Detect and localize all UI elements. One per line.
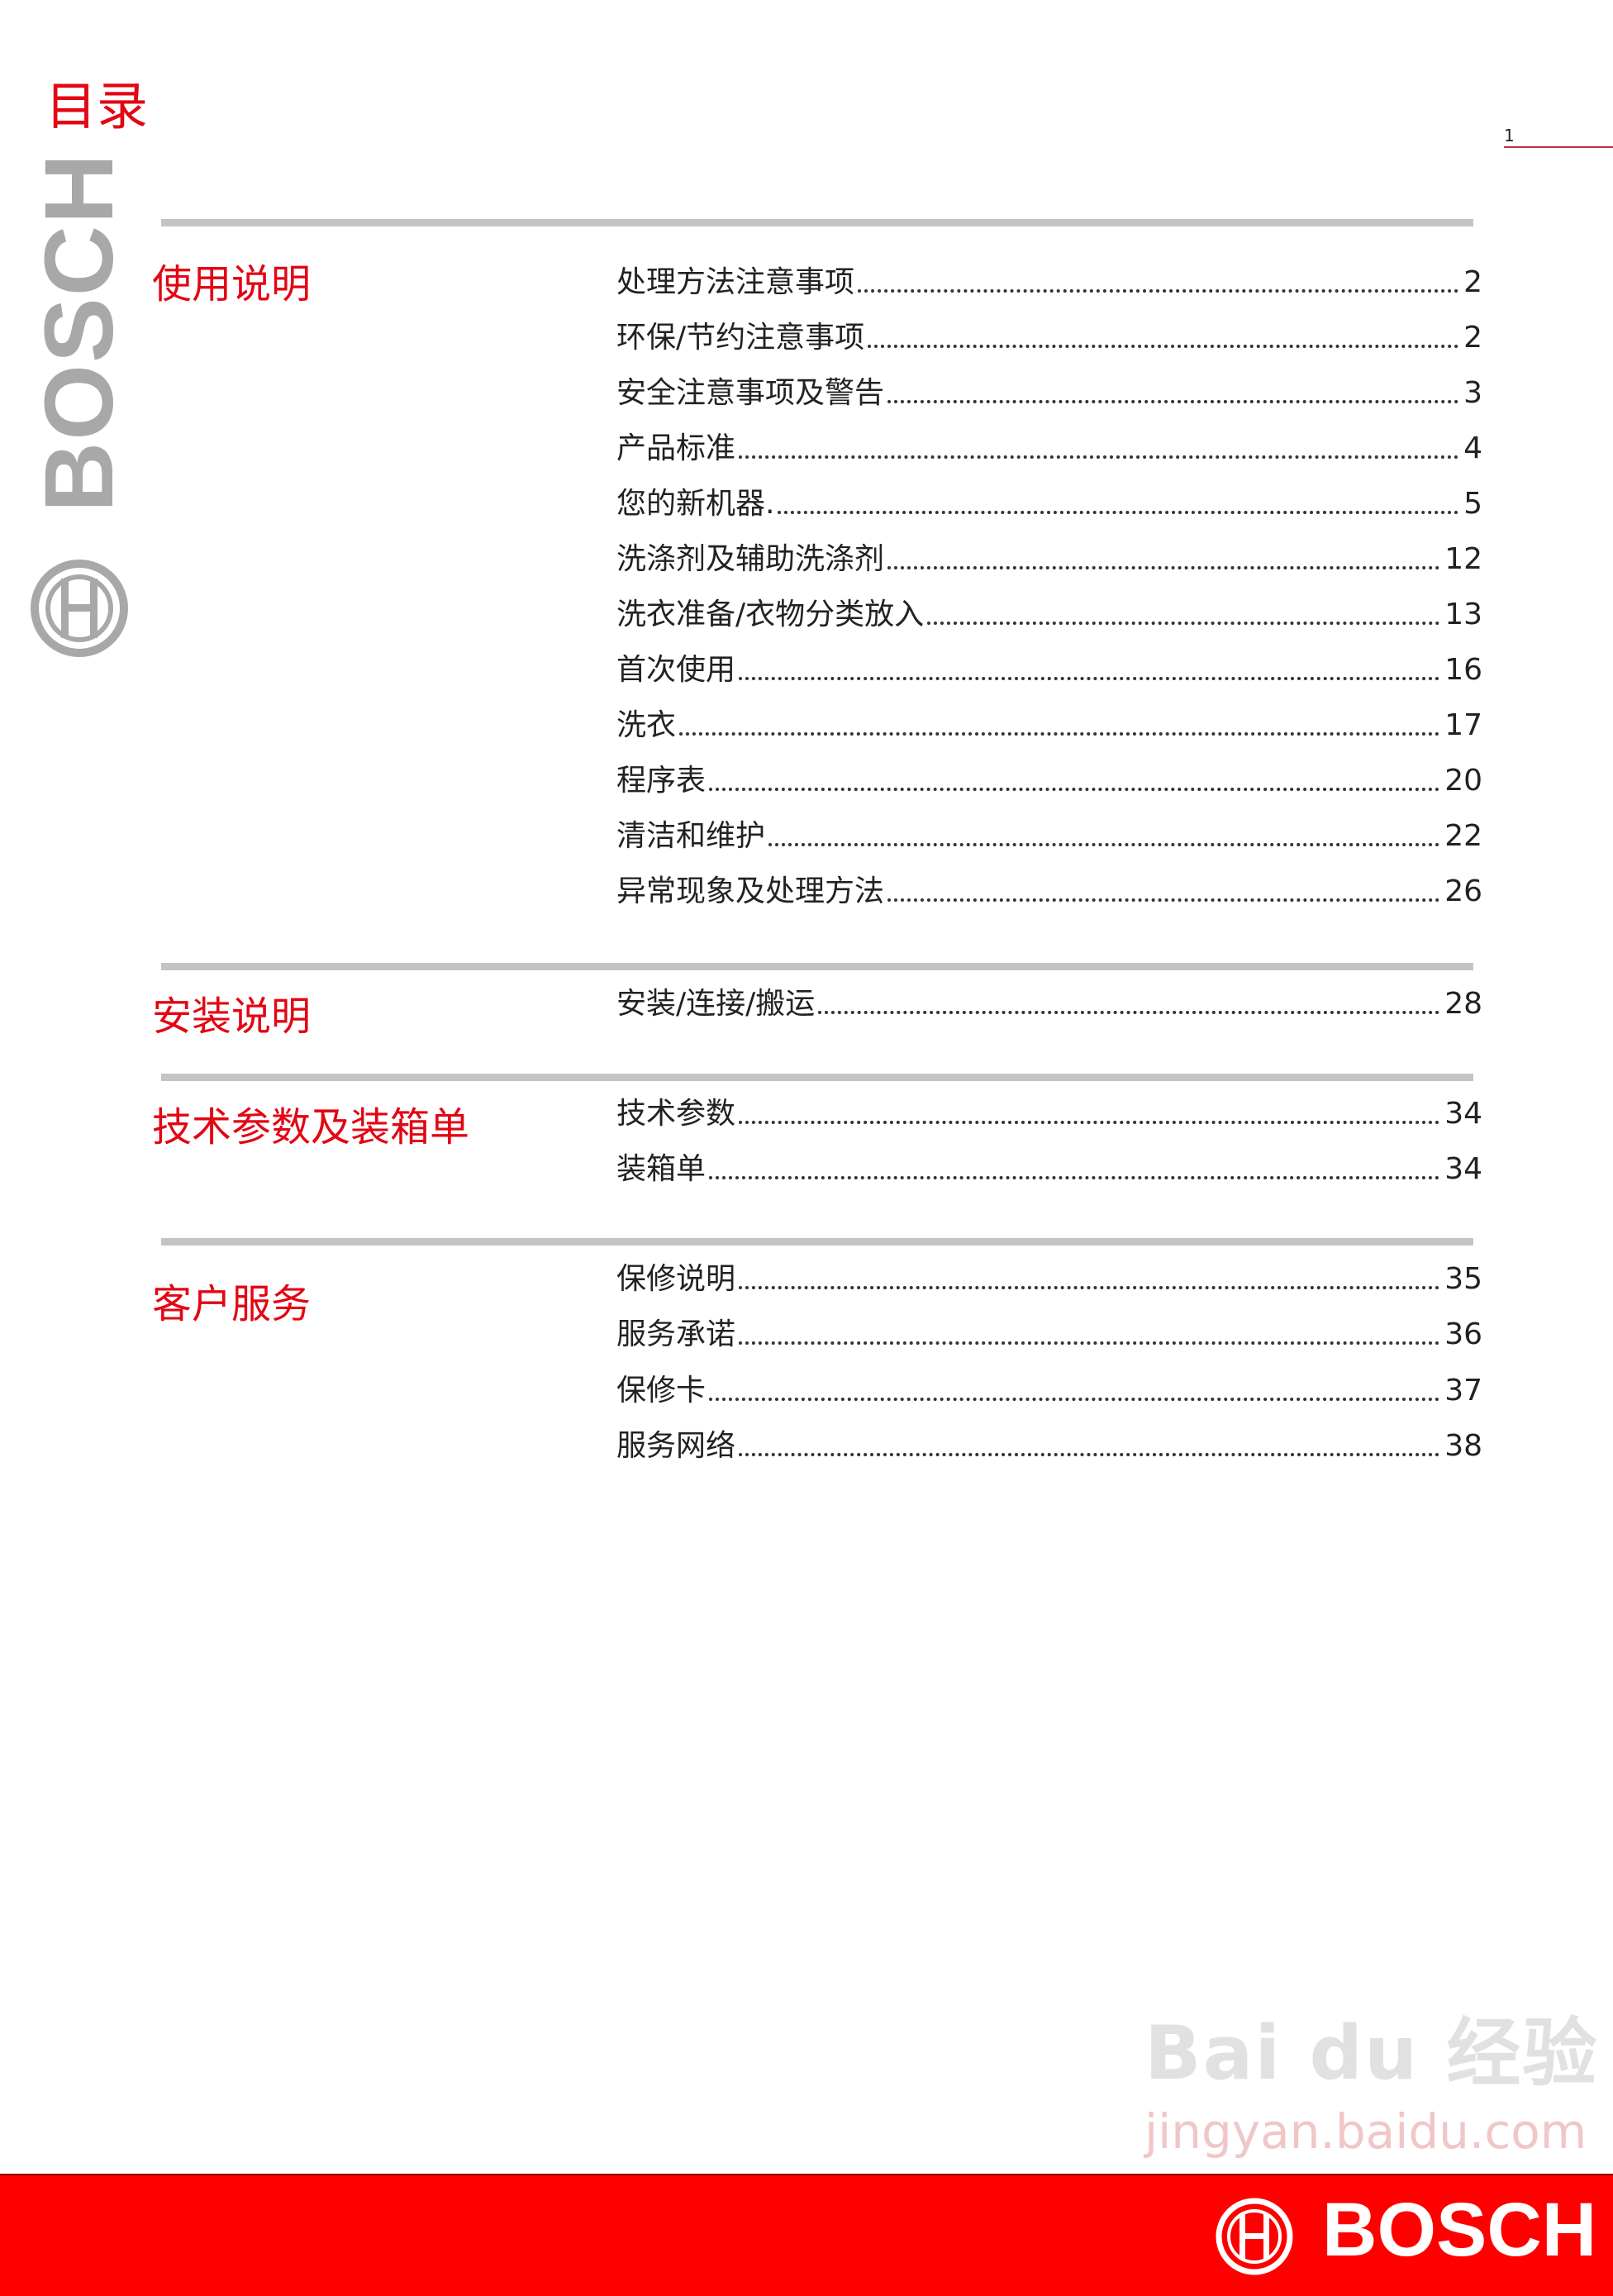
toc-entry-label: 处理方法注意事项	[616, 265, 855, 299]
toc-entry-page: 5	[1463, 487, 1482, 521]
toc-entry[interactable]: 洗涤剂及辅助洗涤剂 12	[616, 541, 1482, 574]
toc-entry[interactable]: 保修说明 35	[616, 1261, 1482, 1294]
section-heading-usage: 使用说明	[152, 261, 312, 307]
toc-entry-label: 保修说明	[616, 1262, 736, 1296]
toc-entry[interactable]: 服务承诺 36	[616, 1317, 1482, 1350]
toc-entry[interactable]: 您的新机器. 5	[616, 486, 1482, 519]
toc-entry-page: 16	[1444, 653, 1482, 687]
toc-entry[interactable]: 洗衣 17	[616, 707, 1482, 741]
baidu-watermark: Bai du 经验	[1144, 2010, 1599, 2097]
dot-leader	[858, 289, 1459, 293]
dot-leader	[927, 622, 1440, 625]
dot-leader	[739, 1121, 1440, 1124]
dot-leader	[739, 1453, 1440, 1456]
dot-leader	[739, 677, 1440, 680]
bosch-armature-icon	[1215, 2197, 1294, 2279]
toc-entry-label: 环保/节约注意事项	[616, 321, 865, 355]
toc-entry[interactable]: 安装/连接/搬运 28	[616, 986, 1482, 1019]
section-divider	[161, 219, 1473, 226]
toc-entry-page: 37	[1444, 1374, 1482, 1408]
toc-entry-label: 安装/连接/搬运	[616, 987, 816, 1021]
dot-leader	[739, 455, 1459, 459]
toc-entry-label: 服务承诺	[616, 1317, 736, 1351]
toc-entry-page: 35	[1444, 1262, 1482, 1296]
toc-entry-label: 清洁和维护	[616, 819, 766, 853]
footer-bosch-wordmark: BOSCH	[1322, 2188, 1597, 2272]
dot-leader	[778, 511, 1459, 514]
toc-entry[interactable]: 服务网络 38	[616, 1428, 1482, 1461]
toc-entry-page: 38	[1444, 1429, 1482, 1463]
toc-entry[interactable]: 清洁和维护 22	[616, 818, 1482, 851]
toc-entry[interactable]: 装箱单 34	[616, 1151, 1482, 1184]
side-bosch-wordmark: BOSCH	[25, 151, 134, 512]
toc-entry[interactable]: 保修卡 37	[616, 1373, 1482, 1406]
dot-leader	[768, 843, 1440, 846]
bosch-armature-icon	[30, 559, 129, 661]
toc-entry-page: 20	[1444, 764, 1482, 798]
dot-leader	[868, 345, 1459, 348]
toc-entry-label: 装箱单	[616, 1152, 707, 1186]
toc-entry-label: 程序表	[616, 764, 707, 798]
toc-entry-label: 洗衣	[616, 708, 677, 742]
section-heading-specs: 技术参数及装箱单	[152, 1104, 470, 1150]
toc-entry-label: 安全注意事项及警告	[616, 376, 885, 410]
toc-entry-label: 洗涤剂及辅助洗涤剂	[616, 542, 885, 576]
toc-entry-page: 12	[1444, 542, 1482, 576]
toc-entry-page: 22	[1444, 819, 1482, 853]
dot-leader	[739, 1341, 1440, 1345]
toc-entry-page: 26	[1444, 874, 1482, 908]
toc-entry[interactable]: 洗衣准备/衣物分类放入 13	[616, 597, 1482, 630]
toc-entry-label: 洗衣准备/衣物分类放入	[616, 598, 925, 631]
toc-entry-page: 13	[1444, 598, 1482, 631]
toc-entry-page: 36	[1444, 1317, 1482, 1351]
toc-entry-page: 3	[1463, 376, 1482, 410]
toc-entry-page: 2	[1463, 321, 1482, 355]
dot-leader	[887, 400, 1459, 403]
dot-leader	[709, 1176, 1440, 1179]
dot-leader	[709, 788, 1440, 791]
toc-entry-label: 异常现象及处理方法	[616, 874, 885, 908]
dot-leader	[679, 732, 1440, 736]
dot-leader	[709, 1398, 1440, 1401]
toc-entry-label: 您的新机器.	[616, 487, 775, 521]
toc-entry[interactable]: 首次使用 16	[616, 652, 1482, 685]
toc-entry[interactable]: 环保/节约注意事项 2	[616, 320, 1482, 353]
section-heading-service: 客户服务	[152, 1281, 312, 1327]
dot-leader	[887, 566, 1440, 569]
page-number-underline	[1504, 146, 1613, 148]
footer-bar	[0, 2174, 1613, 2296]
page-number: 1	[1504, 126, 1515, 145]
dot-leader	[739, 1286, 1440, 1289]
section-divider	[161, 1074, 1473, 1081]
section-divider	[161, 1238, 1473, 1246]
toc-entry-page: 17	[1444, 708, 1482, 742]
dot-leader	[818, 1011, 1440, 1014]
section-heading-installation: 安装说明	[152, 993, 312, 1040]
toc-entry[interactable]: 程序表 20	[616, 763, 1482, 796]
toc-entry-page: 4	[1463, 431, 1482, 465]
toc-entry-label: 服务网络	[616, 1429, 736, 1463]
baidu-watermark-url: jingyan.baidu.com	[1144, 2103, 1587, 2160]
toc-entry-page: 34	[1444, 1097, 1482, 1131]
toc-entry-label: 首次使用	[616, 653, 736, 687]
toc-entry[interactable]: 异常现象及处理方法 26	[616, 874, 1482, 907]
toc-entry-page: 34	[1444, 1152, 1482, 1186]
toc-entry[interactable]: 处理方法注意事项 2	[616, 264, 1482, 298]
section-divider	[161, 963, 1473, 970]
toc-entry-page: 28	[1444, 987, 1482, 1021]
toc-entry[interactable]: 安全注意事项及警告 3	[616, 375, 1482, 408]
toc-entry-page: 2	[1463, 265, 1482, 299]
toc-entry-label: 保修卡	[616, 1374, 707, 1408]
toc-entry[interactable]: 产品标准 4	[616, 431, 1482, 464]
dot-leader	[887, 898, 1440, 902]
toc-entry[interactable]: 技术参数 34	[616, 1096, 1482, 1129]
toc-entry-label: 技术参数	[616, 1097, 736, 1131]
toc-entry-label: 产品标准	[616, 431, 736, 465]
page-title: 目录	[45, 76, 149, 136]
